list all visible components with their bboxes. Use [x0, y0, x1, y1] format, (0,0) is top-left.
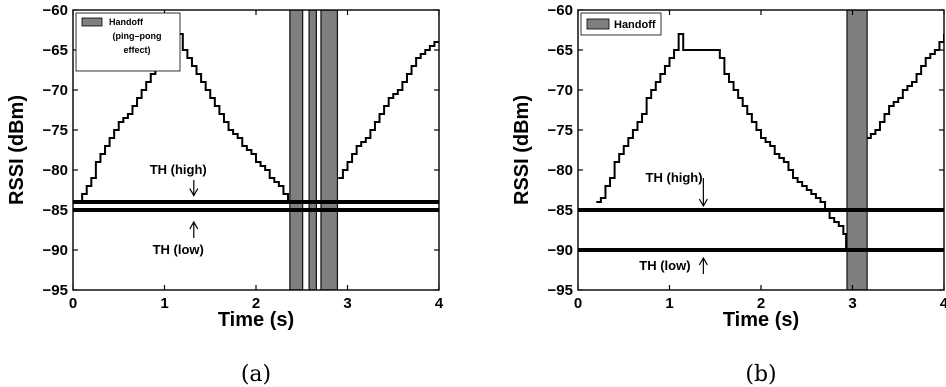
- handoff-bar-1: [846, 10, 868, 290]
- y-tick-label: −60: [548, 2, 573, 19]
- y-tick-label: −75: [43, 122, 68, 139]
- legend-label: (ping–pong: [113, 31, 162, 41]
- rssi-series-2: [867, 34, 944, 139]
- arrow-head: [698, 198, 708, 208]
- plot-area: [73, 10, 439, 290]
- y-tick-label: −65: [548, 42, 573, 59]
- y-tick-label: −95: [548, 282, 573, 299]
- legend-box: [580, 12, 662, 36]
- threshold-annotation: TH (high): [150, 162, 207, 177]
- rssi-series-1: [80, 33, 290, 203]
- panel-caption: (a): [241, 362, 271, 387]
- threshold-annotation: TH (high): [646, 170, 703, 185]
- y-tick-label: −80: [43, 162, 68, 179]
- x-tick-label: 3: [343, 295, 351, 312]
- chart-panel-1: 0 1 2 3 4 −60 −65 −70 −75 −80 −85 −90 −95 Time (s) RSS…: [6, 2, 444, 387]
- x-axis-label: Time (s): [218, 309, 294, 331]
- y-axis-label: RSSI (dBm): [6, 95, 28, 205]
- y-tick-label: −90: [43, 242, 68, 259]
- handoff-bar-3: [320, 10, 339, 290]
- y-tick-label: −90: [548, 242, 573, 259]
- y-axis-label: RSSI (dBm): [511, 95, 533, 205]
- x-tick-label: 0: [574, 295, 582, 312]
- legend-label: Handoff: [614, 19, 656, 31]
- threshold-annotation: TH (low): [639, 258, 690, 273]
- arrow-head: [189, 188, 199, 197]
- y-tick-label: −60: [43, 2, 68, 19]
- legend-swatch: [586, 18, 610, 30]
- arrow-head: [189, 220, 199, 230]
- x-tick-label: 2: [757, 295, 765, 312]
- rssi-series-1: [596, 33, 848, 250]
- legend-swatch: [81, 17, 103, 27]
- legend: Handoff: [580, 12, 662, 36]
- panel-caption: (b): [745, 362, 776, 387]
- handoff-bar-1: [289, 10, 304, 290]
- x-tick-label: 1: [665, 295, 673, 312]
- x-tick-label: 2: [252, 295, 260, 312]
- x-tick-label: 3: [848, 295, 856, 312]
- y-tick-label: −85: [548, 202, 573, 219]
- x-tick-label: 1: [160, 295, 168, 312]
- legend-label: Handoff: [109, 17, 144, 27]
- y-tick-label: −70: [548, 82, 573, 99]
- y-tick-label: −85: [43, 202, 68, 219]
- threshold-annotation: TH (low): [153, 242, 204, 257]
- legend: Handoff (ping–pong effect): [75, 12, 181, 72]
- x-tick-label: 4: [940, 295, 946, 312]
- x-tick-label: 0: [69, 295, 77, 312]
- chart-panel-2: 0 1 2 3 4 −60 −65 −70 −75 −80 −85 −90 −95 Time (s) RSS…: [511, 2, 946, 387]
- x-axis-label: Time (s): [723, 309, 799, 331]
- arrow-head: [698, 256, 708, 266]
- y-tick-label: −95: [43, 282, 68, 299]
- legend-label: effect): [123, 45, 150, 55]
- rssi-series-2: [338, 41, 439, 179]
- handoff-bar-2: [308, 10, 317, 290]
- y-tick-label: −75: [548, 122, 573, 139]
- x-tick-label: 4: [435, 295, 444, 312]
- y-tick-label: −80: [548, 162, 573, 179]
- plot-area: [578, 10, 944, 290]
- y-tick-label: −65: [43, 42, 68, 59]
- y-tick-label: −70: [43, 82, 68, 99]
